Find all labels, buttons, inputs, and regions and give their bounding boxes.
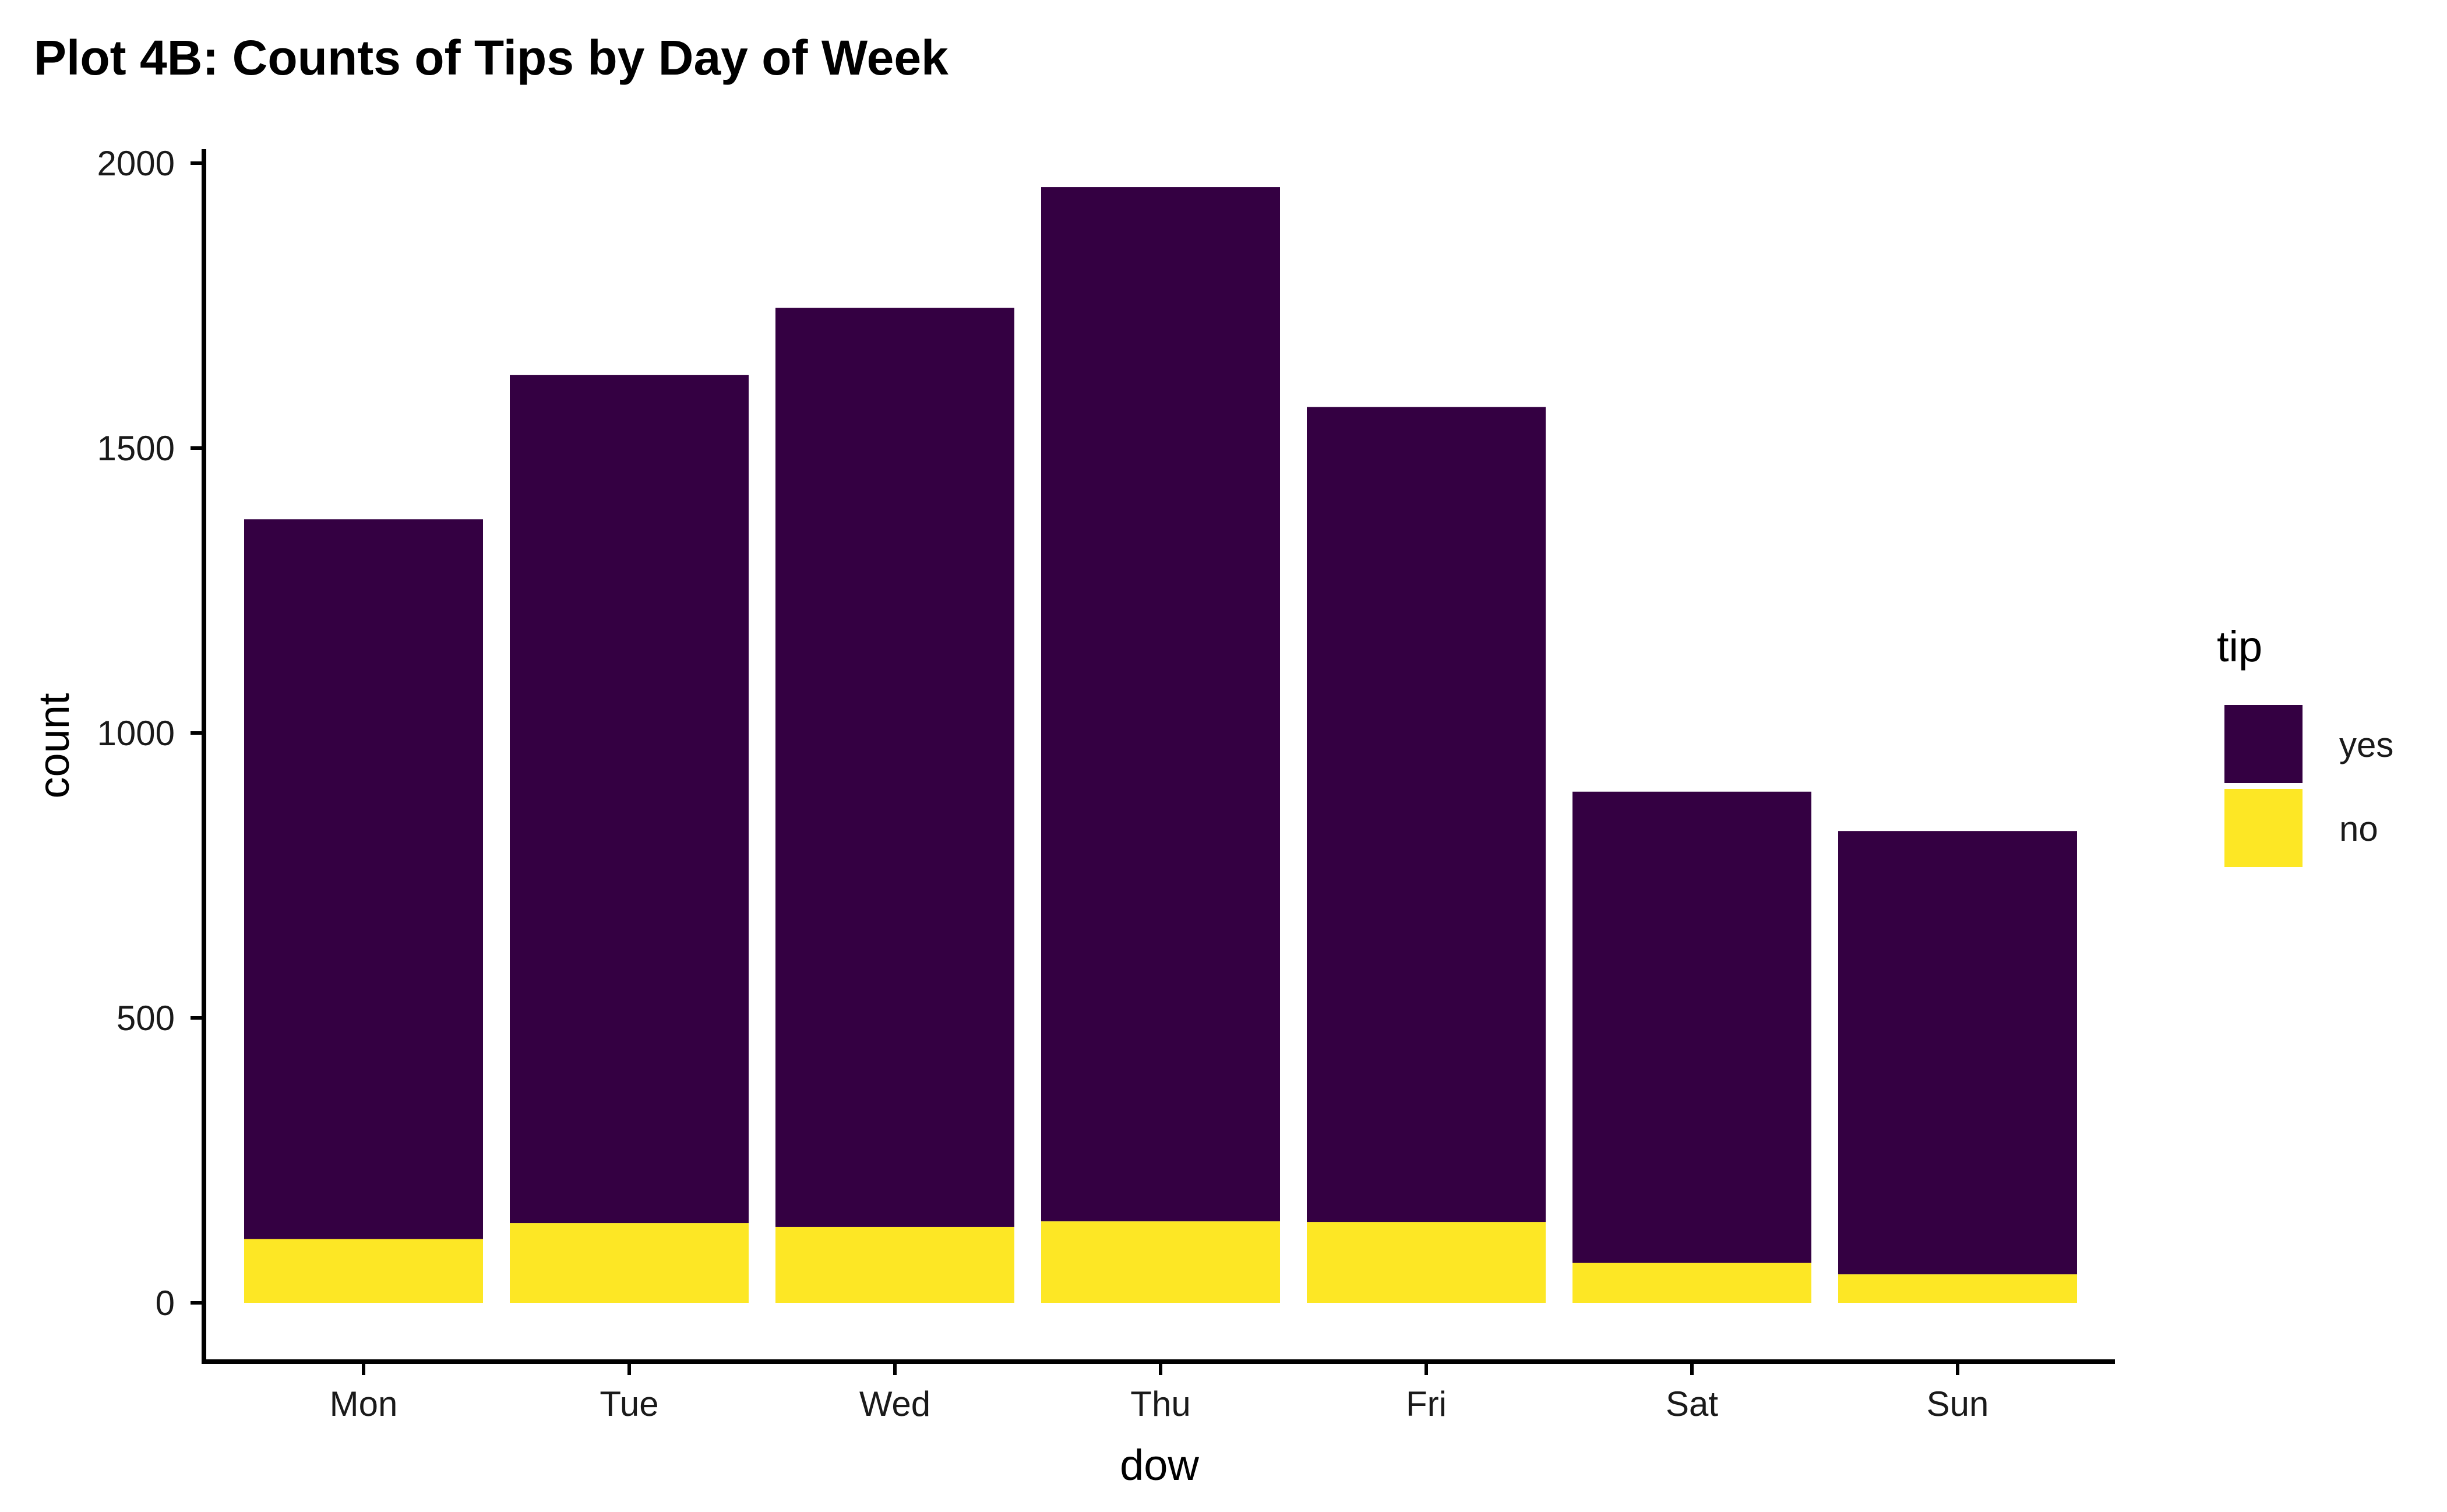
bar-sat-yes: [1572, 791, 1811, 1263]
bar-wed-yes: [775, 308, 1014, 1227]
x-axis-title: dow: [1120, 1441, 1199, 1489]
x-tick-label: Thu: [1130, 1384, 1190, 1423]
legend-key-no: [2224, 789, 2303, 867]
x-tick-label: Mon: [330, 1384, 398, 1423]
bar-sun-no: [1838, 1274, 2077, 1303]
y-tick-label: 0: [156, 1284, 175, 1323]
legend-title: tip: [2217, 622, 2262, 671]
bar-mon-no: [244, 1239, 483, 1303]
bar-wed-no: [775, 1226, 1014, 1303]
bar-thu-no: [1041, 1221, 1280, 1303]
bar-thu-yes: [1041, 187, 1280, 1222]
bar-sat-no: [1572, 1263, 1811, 1303]
bar-tue-no: [510, 1223, 749, 1303]
legend-label-no: no: [2339, 809, 2378, 848]
y-ticks-group: 0 500 1000 1500 2000: [97, 144, 204, 1323]
x-tick-label: Sat: [1666, 1384, 1718, 1423]
x-tick-label: Sun: [1927, 1384, 1989, 1423]
y-axis-title: count: [30, 693, 78, 798]
x-ticks-group: Mon Tue Wed Thu Fri Sat Sun: [330, 1362, 1989, 1423]
chart-title: Plot 4B: Counts of Tips by Day of Week: [34, 30, 949, 85]
bar-mon-yes: [244, 519, 483, 1239]
x-tick-label: Fri: [1406, 1384, 1447, 1423]
bar-fri-yes: [1307, 407, 1546, 1222]
legend: tip yes no: [2217, 622, 2393, 867]
x-tick-label: Wed: [859, 1384, 930, 1423]
legend-label-yes: yes: [2339, 725, 2393, 764]
y-tick-label: 1000: [97, 714, 175, 753]
bar-sun-yes: [1838, 831, 2077, 1275]
bar-tue-yes: [510, 375, 749, 1224]
bar-fri-no: [1307, 1222, 1546, 1303]
y-tick-label: 2000: [97, 144, 175, 183]
bars-group: [244, 187, 2077, 1303]
legend-key-yes: [2224, 705, 2303, 783]
y-tick-label: 500: [117, 999, 175, 1038]
y-tick-label: 1500: [97, 429, 175, 468]
x-tick-label: Tue: [600, 1384, 658, 1423]
